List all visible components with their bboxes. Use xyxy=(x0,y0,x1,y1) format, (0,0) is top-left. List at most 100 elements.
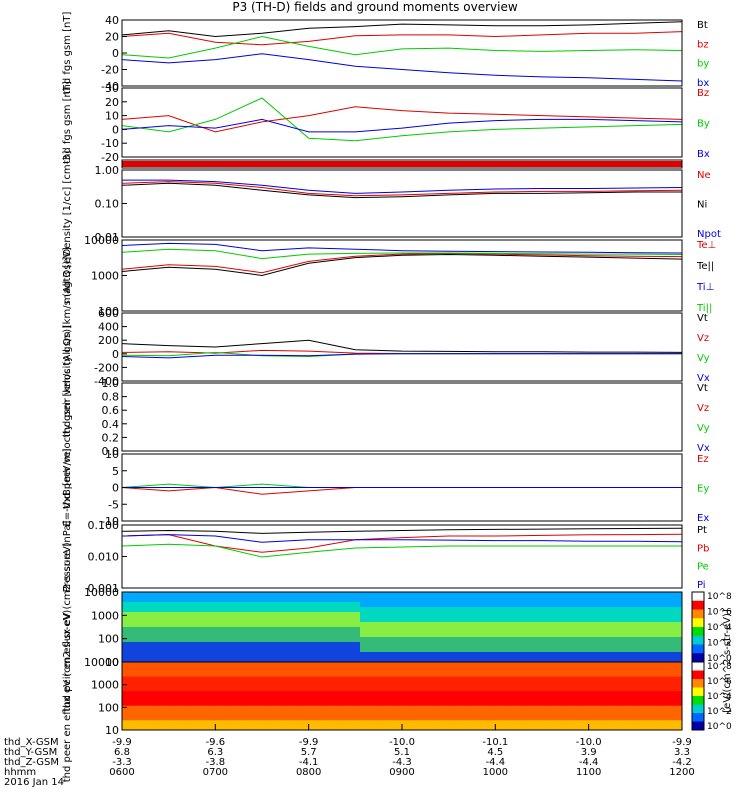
spectrogram-cell xyxy=(304,592,319,598)
spectrogram-cell xyxy=(234,686,249,692)
spectrogram-cell xyxy=(346,681,361,687)
spectrogram-cell xyxy=(486,666,501,673)
spectrogram-cell xyxy=(556,652,571,658)
spectrogram-cell xyxy=(654,612,669,618)
y-tick-label: 100 xyxy=(98,305,119,318)
y-tick-label: -40 xyxy=(101,80,119,93)
spectrogram-cell xyxy=(290,607,305,613)
spectrogram-cell xyxy=(192,725,207,731)
spectrogram-cell xyxy=(458,592,473,598)
spectrogram-cell xyxy=(570,652,585,658)
spectrogram-cell xyxy=(612,686,627,692)
spectrogram-cell xyxy=(626,725,641,731)
spectrogram-cell xyxy=(262,652,277,658)
spectrogram-cell xyxy=(542,671,557,678)
spectrogram-cell xyxy=(514,622,529,628)
spectrogram-cell xyxy=(654,617,669,623)
spectrogram-cell xyxy=(626,696,641,702)
spectrogram-cell xyxy=(248,622,263,628)
spectrogram-cell xyxy=(304,696,319,702)
spectrogram-cell xyxy=(248,637,263,643)
spectrogram-cell xyxy=(444,696,459,702)
colorbar-tick-label: 10^0 xyxy=(707,722,732,732)
spectrogram-cell xyxy=(570,627,585,633)
spectrogram-cell xyxy=(136,696,151,702)
colorbar-tick-label: 10^6 xyxy=(707,677,732,687)
spectrogram-cell xyxy=(598,592,613,598)
spectrogram-cell xyxy=(136,705,151,712)
spectrogram-cell xyxy=(500,632,515,638)
spectrogram-cell xyxy=(346,715,361,721)
spectrogram-cell xyxy=(164,617,179,623)
spectrogram-cell xyxy=(472,637,487,643)
spectrogram-cell xyxy=(612,607,627,613)
y-tick-label: 0 xyxy=(112,348,119,361)
spectrogram-cell xyxy=(388,710,403,716)
spectrogram-cell xyxy=(640,617,655,623)
spectrogram-cell xyxy=(164,686,179,692)
spectrogram-cell xyxy=(668,627,683,633)
spectrogram-cell xyxy=(500,691,515,697)
spectrogram-cell xyxy=(570,642,585,648)
colorbar-frame xyxy=(691,661,705,731)
spectrogram-cell xyxy=(136,666,151,673)
spectrogram-cell xyxy=(542,705,557,712)
spectrogram-cell xyxy=(276,622,291,628)
spectrogram-cell xyxy=(486,592,501,598)
spectrogram-cell xyxy=(570,617,585,623)
spectrogram-cell xyxy=(164,627,179,633)
spectrogram-cell xyxy=(570,657,585,663)
spectrogram-cell xyxy=(248,617,263,623)
spectrogram-cell xyxy=(430,676,445,682)
spectrogram-cell xyxy=(584,607,599,613)
spectrogram-cell xyxy=(290,652,305,658)
spectrogram-cell xyxy=(640,725,655,731)
spectrogram-cell xyxy=(402,597,417,603)
spectrogram-cell xyxy=(612,705,627,712)
spectrogram-cell xyxy=(612,720,627,726)
spectrogram-cell xyxy=(234,627,249,633)
orbit-row-value: -9.6 xyxy=(206,737,226,748)
spectrogram-cell xyxy=(234,715,249,721)
y-tick-label: 0.8 xyxy=(102,391,120,404)
spectrogram-cell xyxy=(626,710,641,716)
spectrogram-cell xyxy=(248,715,263,721)
spectrogram-cell xyxy=(192,676,207,682)
spectrogram-cell xyxy=(276,691,291,697)
colorbar-segment xyxy=(692,618,704,628)
spectrogram-cell xyxy=(346,657,361,663)
spectrogram-cell xyxy=(150,642,165,648)
spectrogram-cell xyxy=(388,602,403,608)
orbit-row-value: -4.4 xyxy=(579,757,599,768)
spectrogram-cell xyxy=(192,662,207,668)
spectrogram-cell xyxy=(262,592,277,598)
legend-entry: By xyxy=(697,119,710,130)
spectrogram-cell xyxy=(598,632,613,638)
spectrogram-cell xyxy=(248,710,263,716)
colorbar-tick-label: 10^4 xyxy=(707,692,732,702)
spectrogram-cell xyxy=(346,696,361,702)
y-tick-label: -10 xyxy=(101,515,119,528)
spectrogram-cell xyxy=(304,676,319,682)
spectrogram-cell xyxy=(332,627,347,633)
spectrogram-cell xyxy=(640,622,655,628)
spectrogram-cell xyxy=(514,720,529,726)
orbit-row-value: 0700 xyxy=(203,767,228,778)
spectrogram-cell xyxy=(220,705,235,712)
series-line-bx xyxy=(121,53,683,82)
spectrogram-cell xyxy=(192,622,207,628)
spectrogram-cell xyxy=(150,691,165,697)
colorbar-segment xyxy=(692,653,704,663)
spectrogram-cell xyxy=(150,720,165,726)
orbit-row-value: 4.5 xyxy=(487,747,503,758)
spectrogram-cell xyxy=(654,705,669,712)
spectrogram-cell xyxy=(402,607,417,613)
spectrogram-cell xyxy=(346,705,361,712)
spectrogram-cell xyxy=(276,602,291,608)
colorbar-tick-label: 10^6 xyxy=(707,608,732,618)
spectrogram-cell xyxy=(122,691,137,697)
spectrogram-cell xyxy=(416,681,431,687)
spectrogram-cell xyxy=(164,700,179,707)
spectrogram-cell xyxy=(514,705,529,712)
spectrogram-cell xyxy=(374,642,389,648)
